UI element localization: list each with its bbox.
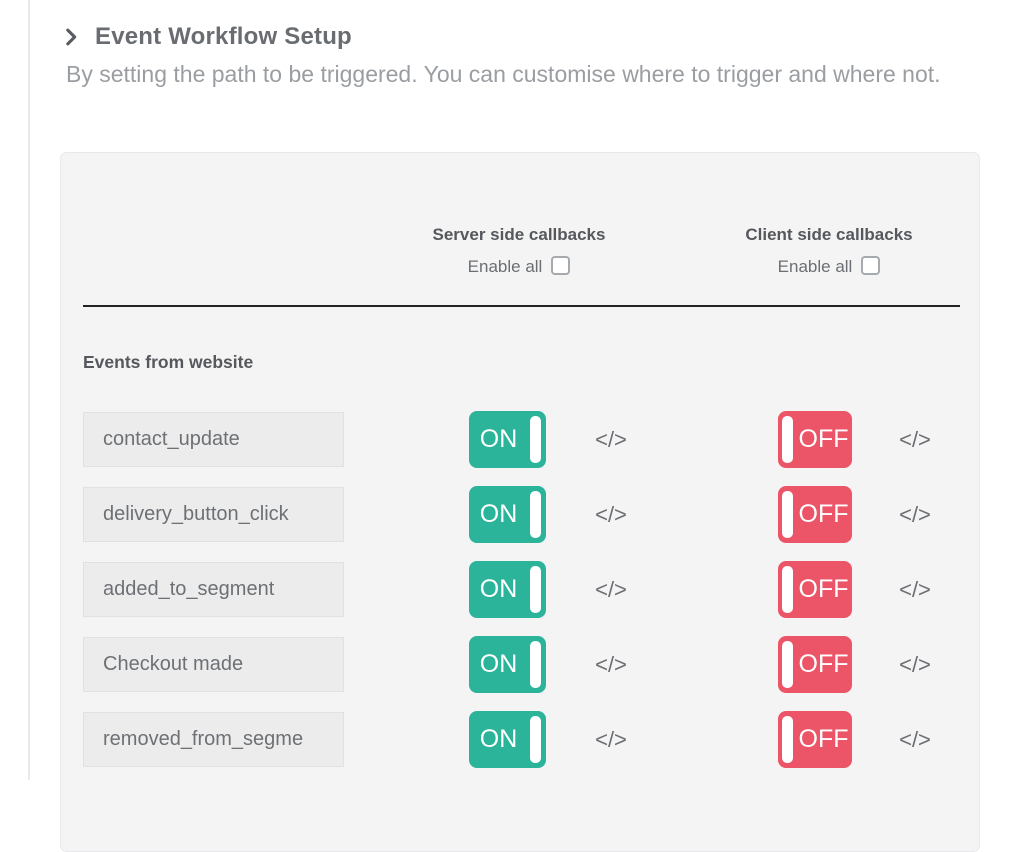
client-callback-toggle[interactable]: OFF bbox=[778, 486, 852, 543]
client-enable-all-checkbox[interactable] bbox=[861, 256, 880, 275]
event-name-box: delivery_button_click bbox=[83, 487, 344, 542]
toggle-off-label: OFF bbox=[799, 425, 849, 454]
event-rows: contact_update ON </> OFF </> delivery_b… bbox=[61, 412, 979, 787]
toggle-handle bbox=[782, 491, 793, 538]
server-callback-toggle[interactable]: ON bbox=[469, 711, 546, 768]
toggle-off-label: OFF bbox=[799, 500, 849, 529]
toggle-handle bbox=[782, 716, 793, 763]
server-code-icon[interactable]: </> bbox=[591, 412, 631, 467]
workflow-card: Server side callbacks Client side callba… bbox=[60, 152, 980, 852]
event-row: contact_update ON </> OFF </> bbox=[61, 412, 979, 467]
server-code-icon[interactable]: </> bbox=[591, 487, 631, 542]
event-name-box: Checkout made bbox=[83, 637, 344, 692]
server-callback-toggle[interactable]: ON bbox=[469, 411, 546, 468]
event-row: added_to_segment ON </> OFF </> bbox=[61, 562, 979, 617]
toggle-on-label: ON bbox=[480, 500, 518, 529]
server-code-icon[interactable]: </> bbox=[591, 562, 631, 617]
event-name: contact_update bbox=[103, 428, 240, 450]
server-enable-all-label: Enable all bbox=[468, 257, 543, 276]
server-callbacks-header: Server side callbacks bbox=[399, 225, 639, 245]
client-enable-all-group: Enable all bbox=[709, 257, 949, 277]
toggle-handle bbox=[782, 641, 793, 688]
server-enable-all-checkbox[interactable] bbox=[551, 256, 570, 275]
toggle-on-label: ON bbox=[480, 725, 518, 754]
page-left-border bbox=[28, 0, 30, 780]
event-name: removed_from_segme bbox=[103, 728, 303, 750]
toggle-handle bbox=[530, 641, 541, 688]
toggle-handle bbox=[530, 716, 541, 763]
client-callback-toggle[interactable]: OFF bbox=[778, 561, 852, 618]
chevron-right-icon[interactable] bbox=[60, 26, 82, 48]
client-callbacks-header: Client side callbacks bbox=[709, 225, 949, 245]
client-code-icon[interactable]: </> bbox=[895, 487, 935, 542]
server-code-icon[interactable]: </> bbox=[591, 712, 631, 767]
server-callback-toggle[interactable]: ON bbox=[469, 486, 546, 543]
client-code-icon[interactable]: </> bbox=[895, 712, 935, 767]
event-row: Checkout made ON </> OFF </> bbox=[61, 637, 979, 692]
header-divider bbox=[83, 305, 960, 307]
server-callback-toggle[interactable]: ON bbox=[469, 636, 546, 693]
toggle-handle bbox=[530, 566, 541, 613]
client-code-icon[interactable]: </> bbox=[895, 562, 935, 617]
section-header: Event Workflow Setup bbox=[60, 23, 352, 51]
toggle-on-label: ON bbox=[480, 575, 518, 604]
toggle-off-label: OFF bbox=[799, 725, 849, 754]
toggle-on-label: ON bbox=[480, 650, 518, 679]
event-name: added_to_segment bbox=[103, 578, 274, 600]
event-name-box: removed_from_segme bbox=[83, 712, 344, 767]
toggle-handle bbox=[782, 416, 793, 463]
event-row: removed_from_segme ON </> OFF </> bbox=[61, 712, 979, 767]
page-title: Event Workflow Setup bbox=[95, 23, 352, 51]
client-code-icon[interactable]: </> bbox=[895, 412, 935, 467]
event-name-box: added_to_segment bbox=[83, 562, 344, 617]
page-description: By setting the path to be triggered. You… bbox=[66, 57, 992, 91]
client-callback-toggle[interactable]: OFF bbox=[778, 411, 852, 468]
event-name-box: contact_update bbox=[83, 412, 344, 467]
client-callback-toggle[interactable]: OFF bbox=[778, 711, 852, 768]
event-name: Checkout made bbox=[103, 653, 243, 675]
event-row: delivery_button_click ON </> OFF </> bbox=[61, 487, 979, 542]
toggle-off-label: OFF bbox=[799, 650, 849, 679]
toggle-handle bbox=[530, 416, 541, 463]
client-callback-toggle[interactable]: OFF bbox=[778, 636, 852, 693]
toggle-handle bbox=[782, 566, 793, 613]
toggle-off-label: OFF bbox=[799, 575, 849, 604]
server-callback-toggle[interactable]: ON bbox=[469, 561, 546, 618]
client-code-icon[interactable]: </> bbox=[895, 637, 935, 692]
client-enable-all-label: Enable all bbox=[778, 257, 853, 276]
events-section-label: Events from website bbox=[83, 352, 253, 373]
toggle-on-label: ON bbox=[480, 425, 518, 454]
server-enable-all-group: Enable all bbox=[399, 257, 639, 277]
server-code-icon[interactable]: </> bbox=[591, 637, 631, 692]
toggle-handle bbox=[530, 491, 541, 538]
event-name: delivery_button_click bbox=[103, 503, 289, 525]
